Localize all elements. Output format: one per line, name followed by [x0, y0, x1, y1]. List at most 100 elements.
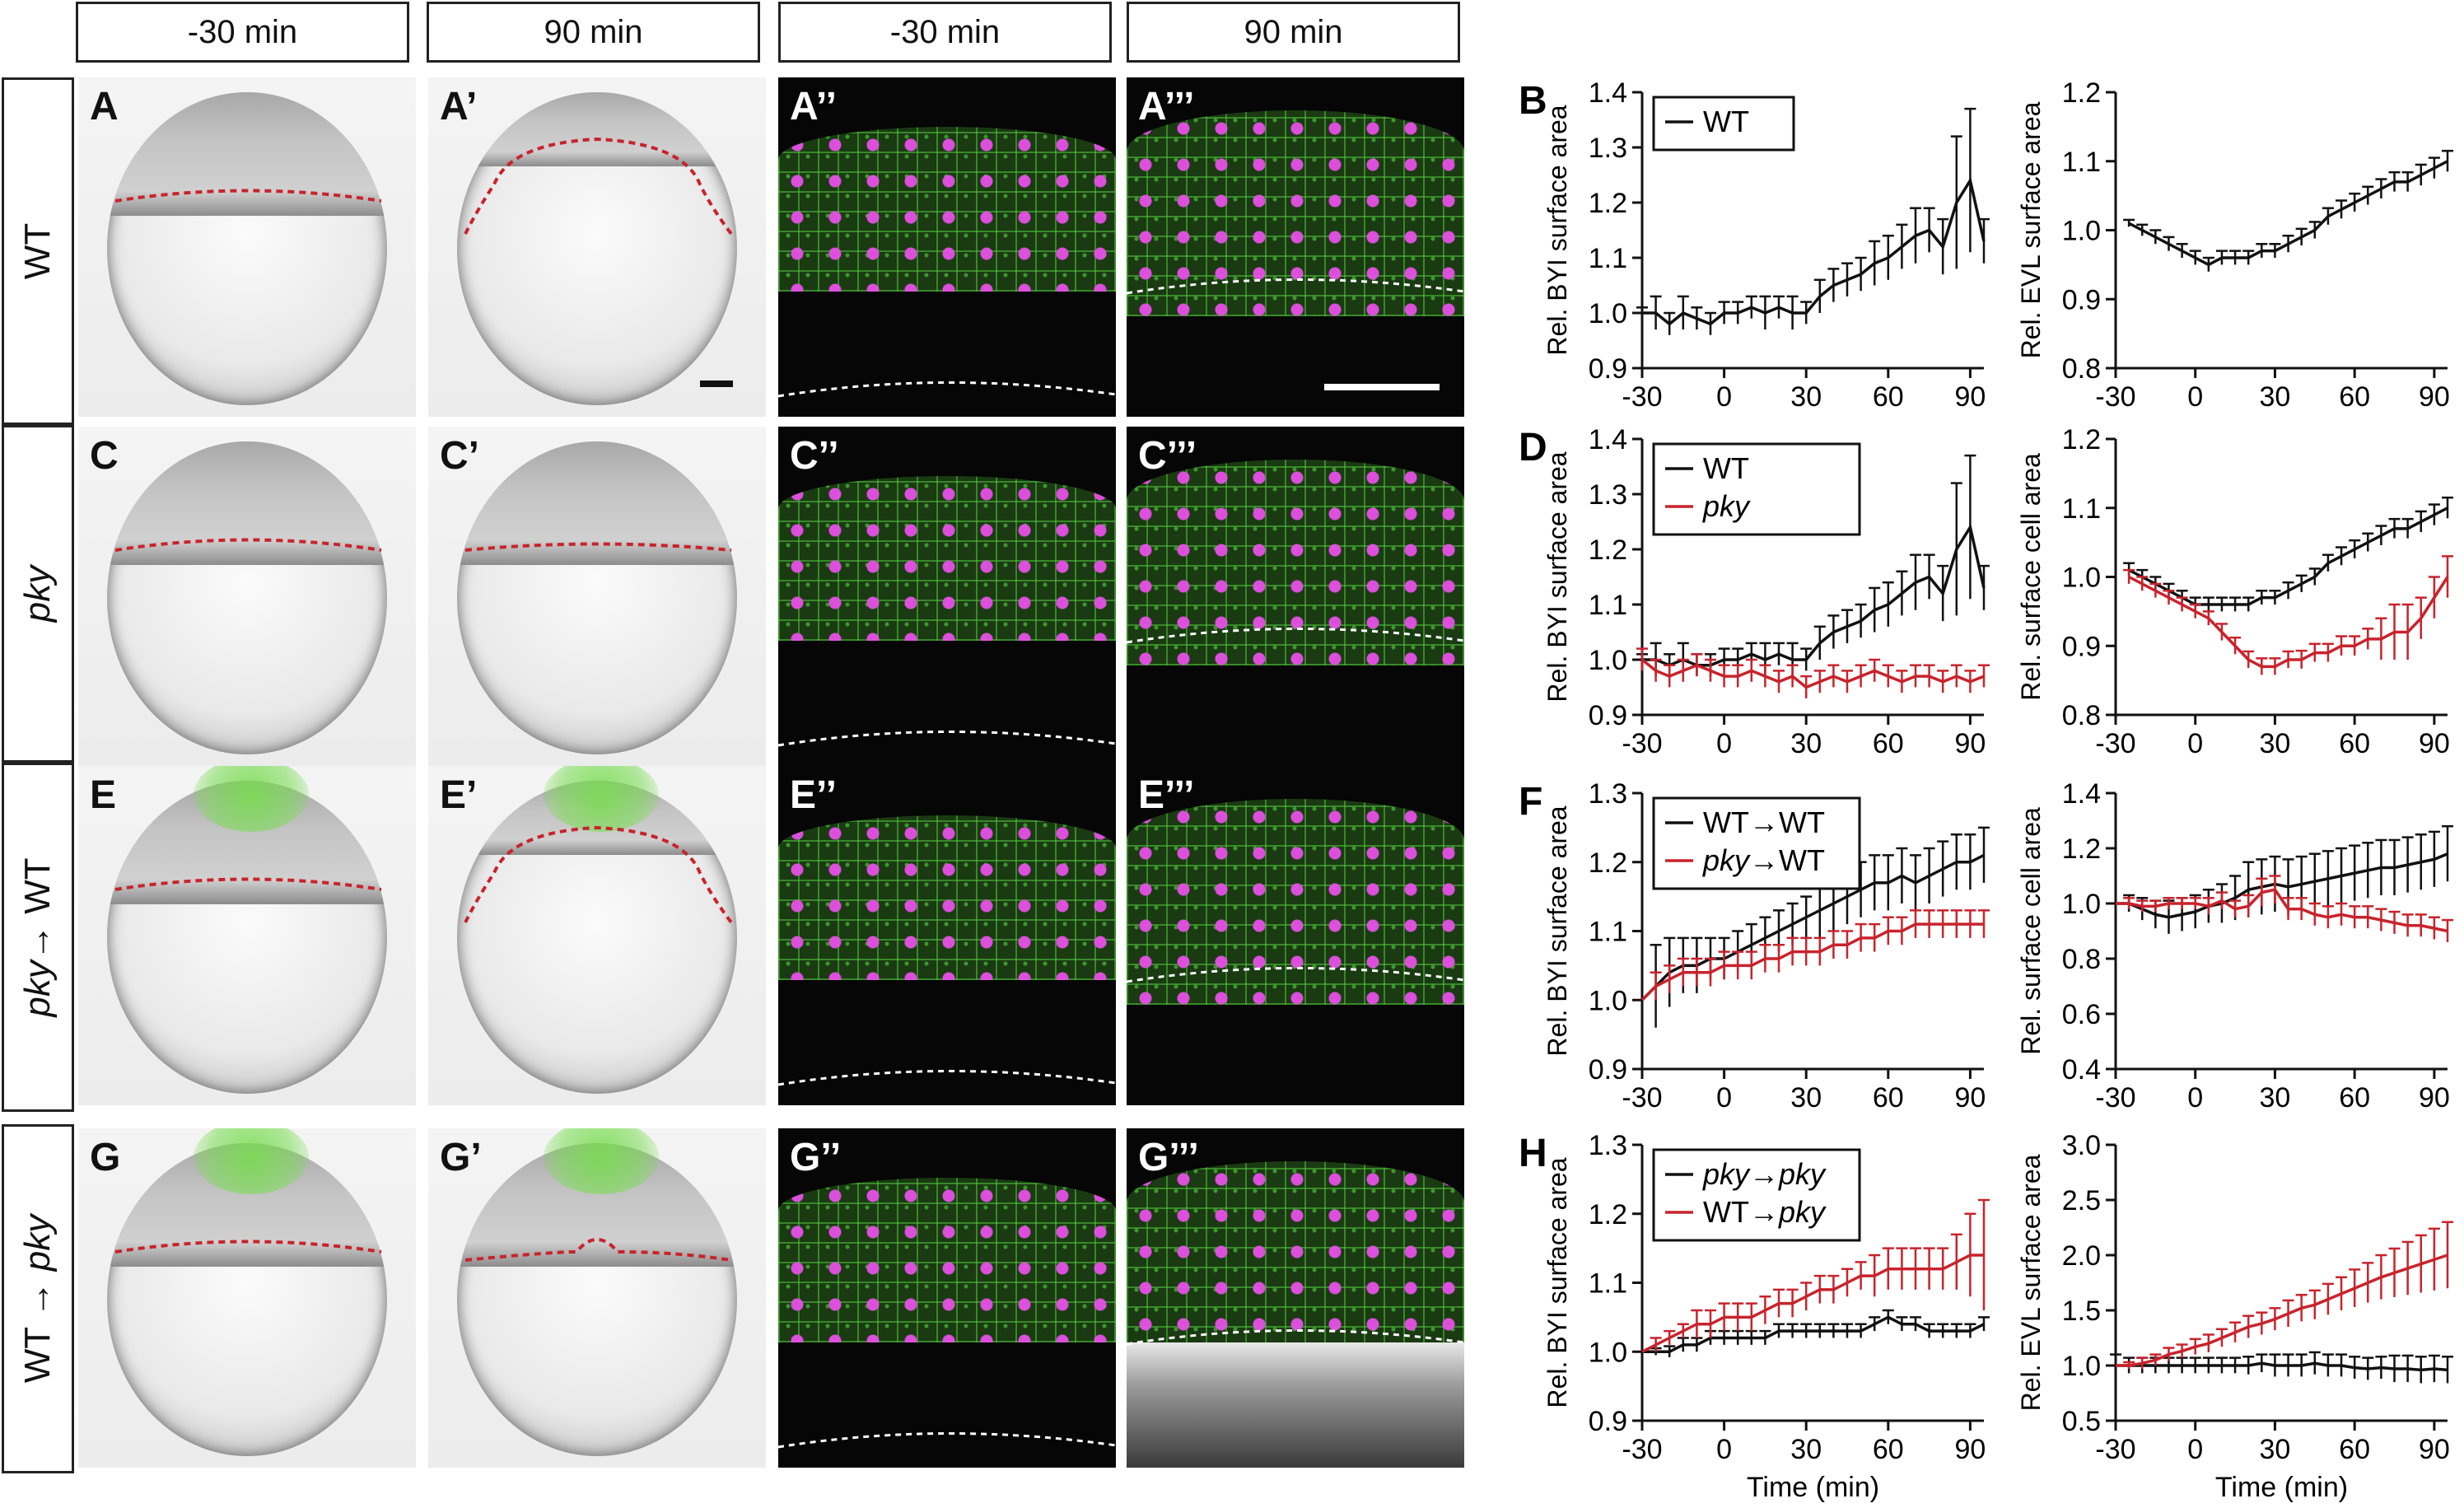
x-tick-label: -30 [1622, 728, 1662, 759]
series-2 [2123, 555, 2453, 675]
y-tick-label: 0.8 [2062, 944, 2101, 975]
confocal-tissue [778, 1178, 1116, 1342]
series-1 [2123, 149, 2453, 272]
blastoderm-margin-line [114, 877, 382, 891]
y-tick-label: 1.5 [2062, 1296, 2101, 1327]
series-2 [2116, 1221, 2453, 1370]
y-tick-label: 1.2 [2062, 77, 2101, 109]
y-tick-label: 1.2 [2062, 424, 2101, 455]
column-header-1: -30 min [76, 2, 409, 63]
row-label-pky-to-wt: pky→ WT [2, 763, 74, 1112]
yolk-signal [1127, 1342, 1464, 1468]
boundary-line-overlay [1127, 278, 1464, 295]
y-tick-label: 1.0 [2062, 563, 2101, 594]
boundary-line-overlay [1127, 1328, 1464, 1346]
y-tick-label: 1.4 [1589, 424, 1627, 455]
x-tick-label: 30 [2260, 728, 2291, 759]
legend-box [1652, 796, 1861, 890]
boundary-line-overlay [778, 1431, 1116, 1449]
y-tick-label: 1.2 [1589, 188, 1627, 219]
x-tick-label: 30 [1790, 1434, 1822, 1465]
x-tick-label: 90 [1954, 728, 1986, 759]
chart-6: 0.4 0.6 0.8 1.0 1.2 1.4 -30 0 30 60 90 Rel. surface… [2016, 778, 2453, 1113]
series-1 [2123, 496, 2453, 612]
y-tick-label: 1.3 [1589, 1130, 1627, 1161]
y-tick-label: 1.0 [2062, 889, 2101, 920]
image-panel-wt-3: A’’ [778, 77, 1116, 417]
x-tick-label: 90 [2419, 728, 2450, 759]
image-panel-pkywt-1: E [78, 766, 416, 1105]
x-tick-label: 90 [2419, 1082, 2450, 1113]
y-tick-label: 1.4 [2062, 778, 2101, 810]
y-tick-label: 1.1 [2062, 147, 2101, 178]
panel-label: A’ [440, 85, 478, 128]
y-tick-label: 1.1 [2062, 493, 2101, 525]
embryo-image [457, 441, 737, 754]
y-tick-label: 1.4 [1589, 77, 1627, 109]
image-panel-pkywt-4: E’’’ [1127, 766, 1464, 1105]
legend-box [1652, 1148, 1861, 1242]
y-tick-label: 0.6 [2062, 999, 2101, 1030]
image-panel-pky-4: C’’’ [1127, 427, 1464, 766]
row-label-wt-to-pky: WT → pky [2, 1124, 74, 1473]
margin-line-overlay [114, 538, 382, 552]
y-tick-label: 0.9 [1589, 1054, 1627, 1085]
y-tick-label: 1.0 [2062, 216, 2101, 247]
margin-line-overlay [114, 877, 382, 891]
panel-label: C’’ [790, 434, 839, 478]
series-line [1642, 523, 1986, 667]
image-panel-wtpky-3: G’’ [778, 1128, 1116, 1468]
series-1 [1642, 1309, 1990, 1357]
margin-line-overlay [464, 825, 733, 924]
y-tick-label: 0.8 [2062, 353, 2101, 385]
confocal-tissue [778, 476, 1116, 641]
series-line [1642, 1315, 1985, 1353]
margin-line-overlay [114, 1240, 382, 1254]
y-tick-label: 3.0 [2062, 1130, 2101, 1161]
x-tick-label: 90 [1954, 1082, 1986, 1113]
series-1 [1636, 107, 1990, 335]
image-panel-pky-2: C’ [428, 427, 766, 766]
y-tick-label: 1.0 [1589, 1337, 1627, 1368]
x-tick-label: 0 [1716, 1082, 1732, 1113]
x-tick-label: 0 [2187, 381, 2203, 413]
graft-overlay [194, 1128, 309, 1194]
blastoderm-margin-line [114, 538, 382, 552]
y-axis-label: Rel. BYI surface area [1542, 805, 1572, 1056]
series-line [2116, 888, 2448, 933]
x-tick-label: 60 [2339, 381, 2370, 413]
boundary-line-overlay [778, 730, 1116, 747]
margin-line-overlay [464, 542, 732, 552]
x-axis-label: Time (min) [1747, 1472, 1879, 1503]
x-tick-label: -30 [2095, 381, 2135, 413]
chart-3: 0.9 1.0 1.1 1.2 1.3 1.4 -30 0 30 60 90 Rel. BYI sur… [1519, 424, 1990, 759]
y-tick-label: 1.3 [1589, 778, 1627, 810]
x-tick-label: -30 [1622, 1434, 1662, 1465]
series-line [1641, 1254, 1984, 1353]
x-tick-label: 90 [2419, 1434, 2450, 1465]
confocal-tissue [1127, 110, 1464, 316]
y-tick-label: 1.2 [1589, 535, 1627, 566]
x-tick-label: 60 [1873, 1434, 1904, 1465]
series-2 [1636, 647, 1990, 698]
y-tick-label: 1.0 [2062, 1351, 2101, 1382]
embryo-image [457, 92, 737, 405]
image-panel-wtpky-4: G’’’ [1127, 1128, 1464, 1468]
confocal-tissue [778, 815, 1116, 980]
graft-overlay [544, 766, 659, 832]
x-tick-label: -30 [1622, 381, 1662, 413]
chart-4: 0.8 0.9 1.0 1.1 1.2 -30 0 30 60 90 Rel. surface ce… [2016, 424, 2453, 759]
row-label-text: pky [17, 565, 58, 623]
blastoderm-margin-line [114, 1240, 382, 1254]
confocal-tissue [1127, 799, 1464, 1005]
panel-label: G’ [440, 1136, 482, 1179]
y-axis-label: Rel. EVL surface area [2016, 101, 2046, 358]
x-tick-label: 0 [2187, 1434, 2203, 1465]
boundary-line [1127, 966, 1464, 983]
legend-label: pky→WT [1702, 843, 1825, 877]
boundary-line [778, 1069, 1116, 1086]
blastoderm-margin-line [464, 825, 733, 924]
blastoderm-margin-line [464, 542, 732, 552]
boundary-line-overlay [778, 381, 1116, 398]
y-tick-label: 0.9 [1589, 1406, 1627, 1437]
